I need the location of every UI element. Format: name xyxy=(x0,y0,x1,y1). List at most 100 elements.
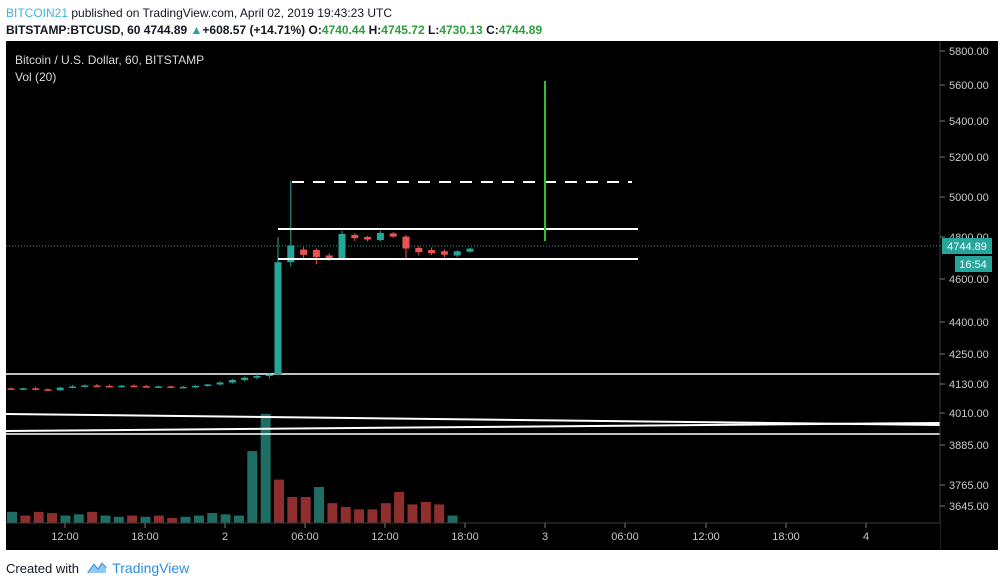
time-tick-label: 2 xyxy=(222,531,228,543)
time-ticks: 12:00 18:00 2 06:00 12:00 18:00 3 06:00 12:00 18:… xyxy=(51,523,869,543)
volume-bar xyxy=(153,515,164,523)
candle-body xyxy=(402,236,410,249)
last-price: 4744.89 xyxy=(143,23,188,37)
candle xyxy=(338,231,346,260)
price-tick-label: 3645.00 xyxy=(949,501,989,513)
low-label: L: xyxy=(428,23,440,37)
volume-bar xyxy=(287,496,298,523)
countdown-badge xyxy=(955,256,992,272)
candle xyxy=(93,384,101,387)
volume-bar xyxy=(180,516,191,523)
candle-body xyxy=(204,384,212,386)
symbol-info: BITSTAMP:BTCUSD, 60 4744.89 ▲+608.57 (+1… xyxy=(6,22,542,38)
price-axis-bg xyxy=(940,41,998,550)
candle-body xyxy=(364,237,372,240)
candle-body xyxy=(228,380,236,383)
volume-bar xyxy=(274,479,284,523)
price-axis[interactable]: 3645.00 3765.00 3885.00 4010.00 4130.00 4250.… xyxy=(939,41,998,550)
candle xyxy=(56,386,64,391)
high-value: 4745.72 xyxy=(381,23,425,37)
volume-bar xyxy=(193,515,204,523)
time-axis[interactable]: 12:00 18:00 2 06:00 12:00 18:00 3 06:00 12:00 18:… xyxy=(6,522,940,550)
candle xyxy=(118,384,126,388)
time-tick-label: 3 xyxy=(542,531,548,543)
candle xyxy=(32,386,40,391)
time-tick-label: 18:00 xyxy=(131,531,159,543)
created-with-text: Created with xyxy=(6,561,79,576)
volume-bar xyxy=(367,509,378,523)
volume-bar xyxy=(7,511,17,523)
chart-background xyxy=(6,41,998,550)
candle xyxy=(19,387,27,390)
candle xyxy=(228,379,236,384)
volume-bar xyxy=(380,503,391,523)
candle xyxy=(312,248,320,265)
candle-body xyxy=(253,376,261,378)
drawings-front xyxy=(278,81,638,260)
price-chart[interactable]: 3645.00 3765.00 3885.00 4010.00 4130.00 4250.… xyxy=(5,41,998,550)
candle-body xyxy=(351,235,359,239)
price-tick-label: 5600.00 xyxy=(949,80,989,92)
open-label: O: xyxy=(308,23,322,37)
chart-header: BITCOIN21 published on TradingView.com, … xyxy=(6,4,996,40)
time-tick-label: 06:00 xyxy=(611,531,639,543)
chart-area[interactable]: 3645.00 3765.00 3885.00 4010.00 4130.00 4250.… xyxy=(5,41,998,550)
candle-body xyxy=(179,386,187,389)
tradingview-brand-link[interactable]: TradingView xyxy=(112,560,190,576)
candle-body xyxy=(32,388,40,390)
volume-bar xyxy=(260,413,271,523)
trendline-upper[interactable] xyxy=(5,413,941,426)
candle-body xyxy=(428,250,436,254)
close-label: C: xyxy=(486,23,499,37)
tradingview-logo-icon xyxy=(86,562,107,577)
candle xyxy=(402,235,410,260)
candle-body xyxy=(155,386,163,388)
trendline-lower[interactable] xyxy=(5,422,941,432)
volume-bar xyxy=(140,516,151,523)
volume-bar xyxy=(247,451,258,523)
candle xyxy=(376,231,384,242)
candle xyxy=(415,246,423,256)
countdown-text: 16:54 xyxy=(959,259,987,271)
candle xyxy=(364,235,372,242)
candle-body xyxy=(81,385,89,387)
candle xyxy=(428,247,436,256)
volume-layer xyxy=(7,413,458,523)
candle xyxy=(466,247,474,253)
candle-body xyxy=(93,385,101,387)
candle-body xyxy=(453,251,461,256)
author-link[interactable]: BITCOIN21 xyxy=(6,6,69,20)
time-tick-label: 12:00 xyxy=(692,531,720,543)
candle xyxy=(142,384,150,388)
price-tick-label: 5000.00 xyxy=(949,192,989,204)
volume-bar xyxy=(113,516,124,523)
volume-bar xyxy=(300,496,311,523)
volume-bar xyxy=(220,514,231,523)
price-tick-label: 5400.00 xyxy=(949,116,989,128)
candle-body xyxy=(44,389,52,391)
candle-body xyxy=(415,247,423,253)
candle xyxy=(389,232,397,238)
candle-body xyxy=(167,386,175,388)
high-label: H: xyxy=(368,23,382,37)
volume-bar xyxy=(407,504,418,523)
candle-body xyxy=(274,262,282,375)
candle-body xyxy=(440,251,448,255)
candle xyxy=(287,181,295,267)
volume-bar xyxy=(314,487,325,523)
time-tick-label: 12:00 xyxy=(371,531,399,543)
volume-bar xyxy=(354,509,365,523)
candle-body xyxy=(241,377,249,380)
candle-body xyxy=(130,385,138,388)
price-tick-label: 4600.00 xyxy=(949,274,989,286)
price-tick-label: 4400.00 xyxy=(949,317,989,329)
candle xyxy=(300,247,308,261)
volume-legend: Vol (20) xyxy=(15,70,56,84)
open-value: 4740.44 xyxy=(321,23,366,37)
candle xyxy=(216,381,224,386)
volume-bar xyxy=(434,504,445,523)
volume-bar xyxy=(47,513,58,523)
symbol-label: BITSTAMP:BTCUSD, 60 xyxy=(6,23,141,37)
volume-bar xyxy=(420,501,431,523)
volume-bar xyxy=(33,511,44,523)
